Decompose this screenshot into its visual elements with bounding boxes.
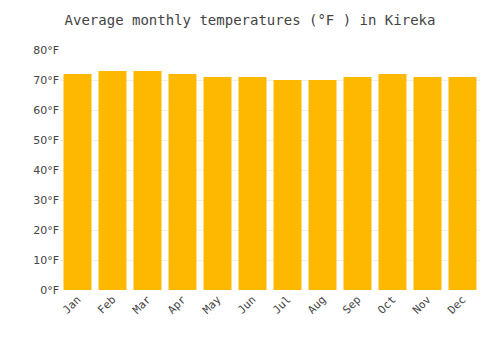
svg-text:20°F: 20°F: [33, 224, 59, 237]
svg-text:Mar: Mar: [130, 293, 154, 317]
svg-text:Sep: Sep: [340, 293, 363, 316]
svg-text:40°F: 40°F: [33, 164, 59, 177]
svg-text:Apr: Apr: [165, 293, 189, 317]
svg-text:Feb: Feb: [95, 293, 118, 316]
svg-text:Aug: Aug: [305, 293, 328, 316]
svg-text:50°F: 50°F: [33, 134, 59, 147]
svg-text:30°F: 30°F: [33, 194, 59, 207]
svg-text:60°F: 60°F: [33, 104, 59, 117]
svg-text:Nov: Nov: [410, 293, 434, 317]
svg-text:Average monthly temperatures (: Average monthly temperatures (°F ) in Ki…: [65, 12, 436, 28]
svg-text:May: May: [200, 293, 224, 317]
svg-text:0°F: 0°F: [40, 284, 59, 297]
svg-text:Jul: Jul: [270, 293, 293, 316]
svg-text:80°F: 80°F: [33, 44, 59, 57]
svg-text:Jun: Jun: [235, 293, 258, 316]
svg-text:10°F: 10°F: [33, 254, 59, 267]
svg-text:70°F: 70°F: [33, 74, 59, 87]
svg-text:Dec: Dec: [445, 293, 468, 316]
svg-text:Jan: Jan: [60, 293, 83, 316]
svg-text:Oct: Oct: [375, 293, 398, 316]
